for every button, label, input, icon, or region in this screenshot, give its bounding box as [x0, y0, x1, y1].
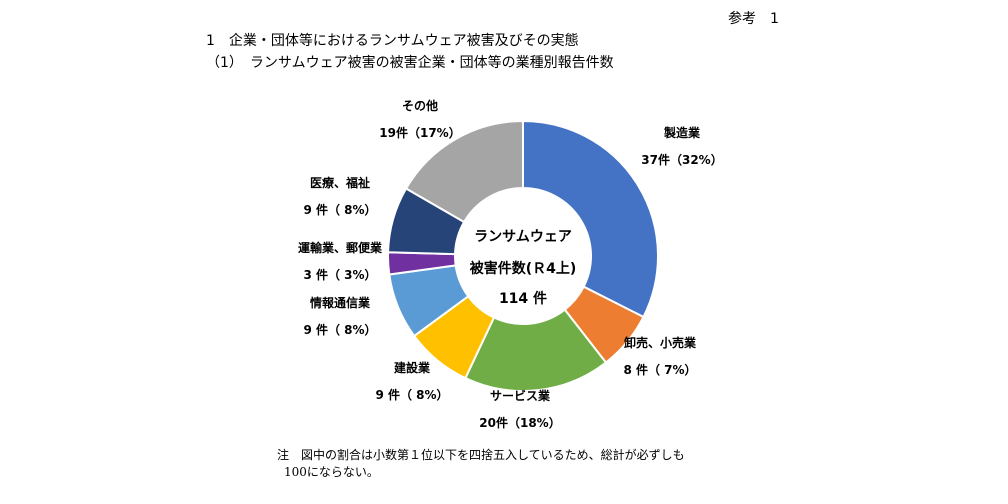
chart-subtitle: （1） ランサムウェア被害の被害企業・団体等の業種別報告件数: [206, 55, 614, 71]
center-label-2: 被害件数(Ｒ4上): [469, 261, 577, 277]
slice-2: [464, 308, 608, 392]
reference-label: 参考 1: [728, 11, 779, 27]
slice-name: 製造業: [663, 126, 700, 140]
data-label-5: 運輸業、郵便業 3 件（ 3%）: [270, 235, 410, 289]
data-label-6: 医療、福祉 9 件（ 8%）: [270, 170, 410, 224]
footnote-line-1: 注 図中の割合は小数第１位以下を四捨五入しているため、総計が必ずしも: [277, 448, 685, 462]
slice-value: 37件（32%）: [641, 153, 723, 167]
slice-name: サービス業: [489, 389, 550, 403]
slice-name: 建設業: [393, 361, 430, 375]
slice-name: その他: [401, 99, 438, 113]
data-label-7: その他 19件（17%）: [350, 93, 490, 147]
data-label-2: サービス業 20件（18%）: [450, 383, 590, 437]
data-label-3: 建設業 9 件（ 8%）: [342, 355, 482, 409]
data-label-4: 情報通信業 9 件（ 8%）: [270, 290, 410, 344]
center-label-1: ランサムウェア: [474, 229, 572, 245]
slice-value: 20件（18%）: [479, 416, 561, 430]
slice-name: 卸売、小売業: [623, 336, 696, 350]
data-label-0: 製造業 37件（32%）: [612, 120, 752, 174]
page-title: 1 企業・団体等におけるランサムウェア被害及びその実態: [206, 33, 579, 49]
slice-name: 情報通信業: [309, 296, 370, 310]
center-label-3: 114 件: [498, 291, 548, 307]
slice-value: 9 件（ 8%）: [375, 388, 449, 402]
slice-value: 3 件（ 3%）: [303, 268, 377, 282]
slice-value: 9 件（ 8%）: [303, 323, 377, 337]
slice-name: 運輸業、郵便業: [297, 241, 382, 255]
slice-value: 19件（17%）: [379, 126, 461, 140]
data-label-1: 卸売、小売業 8 件（ 7%）: [590, 330, 730, 384]
slice-7: [404, 119, 524, 224]
slice-0: [522, 119, 659, 319]
slice-value: 9 件（ 8%）: [303, 203, 377, 217]
slice-name: 医療、福祉: [309, 176, 370, 190]
slice-value: 8 件（ 7%）: [623, 363, 697, 377]
footnote-line-2: 100にならない。: [284, 465, 379, 479]
